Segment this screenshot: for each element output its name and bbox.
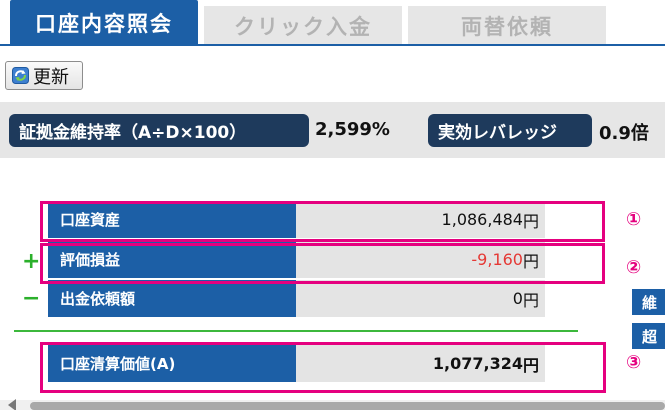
scrollbar-thumb[interactable] xyxy=(30,402,665,410)
plus-sign: + xyxy=(22,249,41,274)
withdrawal-request-amount: 0 xyxy=(512,289,523,308)
highlight-box-3 xyxy=(40,342,606,393)
margin-ratio-value: 2,599% xyxy=(315,119,390,140)
refresh-icon xyxy=(12,67,29,84)
tab-click-deposit[interactable]: クリック入金 xyxy=(204,6,402,46)
unrealized-pl-value: -9,160 円 xyxy=(296,241,545,278)
marker-2: ② xyxy=(626,257,642,278)
tab-bar: 口座内容照会 クリック入金 両替依頼 xyxy=(0,0,665,46)
ratio-bar: 証拠金維持率（A÷D×100） 2,599% 実効レバレッジ 0.9倍 xyxy=(0,102,665,158)
marker-1: ① xyxy=(626,209,642,230)
total-divider xyxy=(14,330,578,332)
yen-unit: 円 xyxy=(522,211,539,231)
liquidation-value-value: 1,077,324 円 xyxy=(296,345,545,382)
leverage-value: 0.9倍 xyxy=(599,123,649,144)
margin-ratio-badge: 証拠金維持率（A÷D×100） xyxy=(9,114,309,147)
refresh-label: 更新 xyxy=(33,66,69,88)
unrealized-pl-label: 評価損益 xyxy=(48,241,296,278)
marker-3: ③ xyxy=(626,352,642,373)
highlight-box-2 xyxy=(40,243,605,284)
yen-unit: 円 xyxy=(522,355,539,375)
refresh-button[interactable]: 更新 xyxy=(5,61,83,90)
highlight-box-1 xyxy=(40,201,605,242)
tab-account-summary[interactable]: 口座内容照会 xyxy=(10,0,198,46)
account-assets-label: 口座資産 xyxy=(48,201,296,238)
tab-exchange-request[interactable]: 両替依頼 xyxy=(408,6,606,46)
account-assets-value: 1,086,484 円 xyxy=(296,201,545,238)
edge-label-excess: 超 xyxy=(632,323,665,349)
yen-unit: 円 xyxy=(522,290,539,310)
liquidation-value-amount: 1,077,324 xyxy=(432,354,523,373)
leverage-badge: 実効レバレッジ xyxy=(428,114,592,147)
unrealized-pl-amount: -9,160 xyxy=(471,250,523,269)
account-assets-amount: 1,086,484 xyxy=(441,210,523,229)
withdrawal-request-label: 出金依頼額 xyxy=(48,280,296,317)
yen-unit: 円 xyxy=(522,251,539,271)
tab-baseline xyxy=(0,44,665,46)
liquidation-value-label: 口座清算価値(A) xyxy=(48,345,296,382)
scroll-left-arrow-icon[interactable] xyxy=(8,399,16,410)
minus-sign: − xyxy=(22,286,41,311)
edge-label-maintenance: 維 xyxy=(632,289,665,315)
